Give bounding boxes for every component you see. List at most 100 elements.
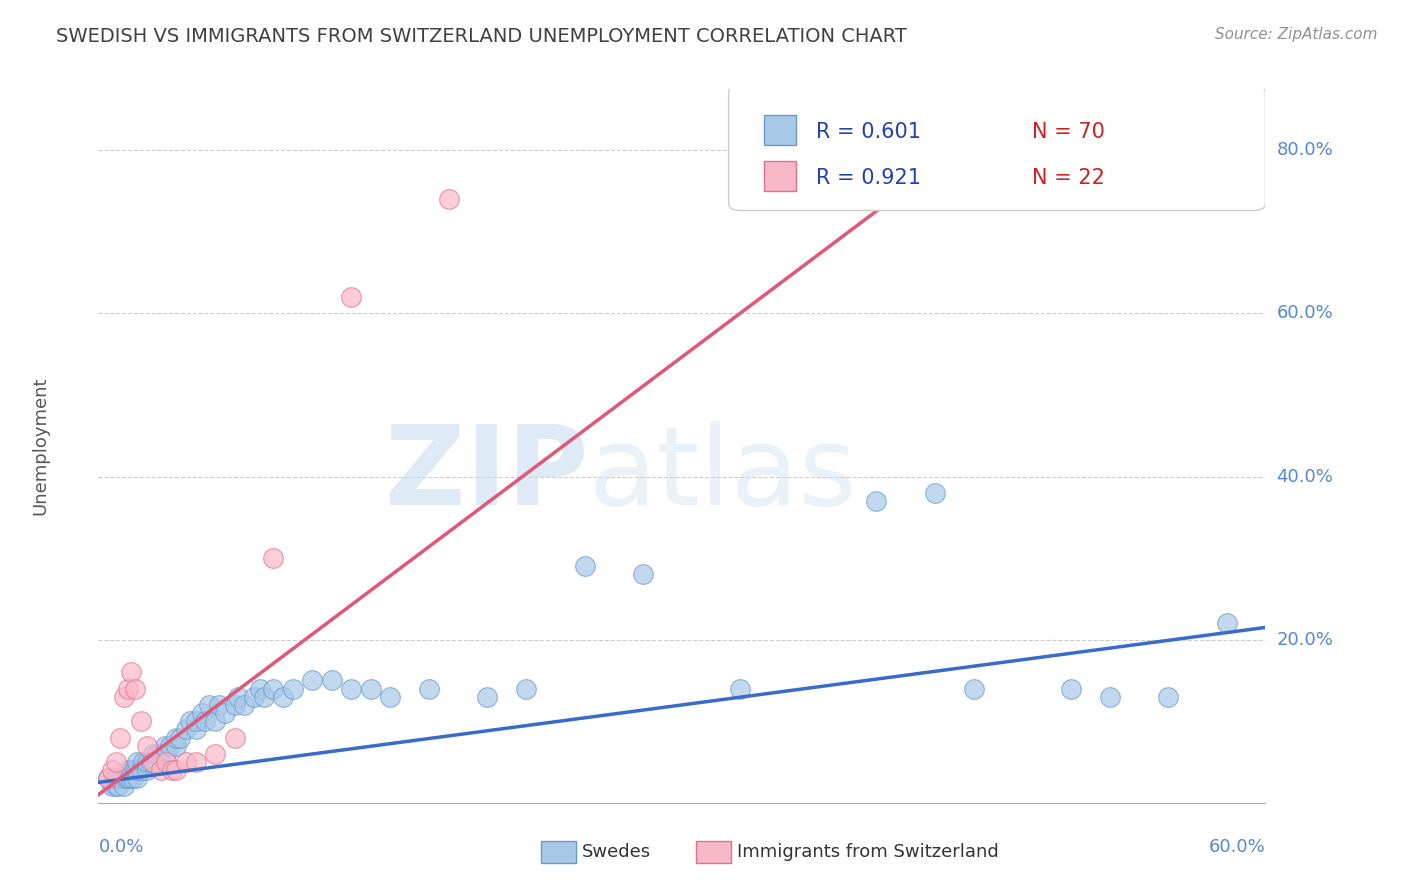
Text: 60.0%: 60.0% bbox=[1277, 304, 1333, 323]
Point bbox=[104, 755, 127, 769]
Point bbox=[155, 747, 177, 761]
Point bbox=[340, 681, 363, 696]
Point bbox=[121, 665, 143, 680]
Point bbox=[204, 714, 226, 729]
Point bbox=[146, 755, 169, 769]
Point bbox=[730, 681, 752, 696]
Point bbox=[97, 772, 120, 786]
Point bbox=[1060, 681, 1083, 696]
Point bbox=[127, 772, 149, 786]
Point bbox=[124, 681, 146, 696]
Point bbox=[174, 723, 197, 737]
Point bbox=[865, 494, 887, 508]
Point bbox=[149, 763, 172, 777]
Point bbox=[253, 690, 276, 704]
Text: 0.0%: 0.0% bbox=[98, 838, 143, 855]
Point bbox=[184, 755, 207, 769]
Point bbox=[418, 681, 440, 696]
Point bbox=[112, 780, 135, 794]
Point bbox=[962, 681, 984, 696]
Text: R = 0.921: R = 0.921 bbox=[815, 169, 921, 188]
Point bbox=[190, 706, 212, 720]
Point bbox=[477, 690, 499, 704]
Point bbox=[104, 780, 127, 794]
Point bbox=[149, 747, 172, 761]
Text: 40.0%: 40.0% bbox=[1277, 467, 1333, 485]
Point bbox=[127, 755, 149, 769]
Point bbox=[132, 755, 155, 769]
FancyBboxPatch shape bbox=[728, 86, 1265, 211]
Point bbox=[271, 690, 294, 704]
Point bbox=[437, 192, 460, 206]
Text: atlas: atlas bbox=[589, 421, 858, 528]
Point bbox=[301, 673, 323, 688]
Text: 80.0%: 80.0% bbox=[1277, 141, 1333, 160]
Point bbox=[321, 673, 343, 688]
Point bbox=[208, 698, 231, 712]
Point bbox=[380, 690, 402, 704]
Text: N = 70: N = 70 bbox=[1032, 122, 1105, 142]
Point bbox=[117, 763, 139, 777]
Point bbox=[101, 763, 124, 777]
Point bbox=[179, 714, 201, 729]
Text: ZIP: ZIP bbox=[385, 421, 589, 528]
Point bbox=[924, 486, 946, 500]
Point bbox=[142, 747, 165, 761]
Point bbox=[249, 681, 271, 696]
Point bbox=[631, 567, 654, 582]
Point bbox=[198, 698, 221, 712]
Point bbox=[165, 763, 187, 777]
Point bbox=[360, 681, 382, 696]
Point bbox=[162, 763, 184, 777]
Point bbox=[129, 714, 152, 729]
Point bbox=[214, 706, 236, 720]
Point bbox=[136, 763, 159, 777]
Point bbox=[165, 731, 187, 745]
Point bbox=[165, 739, 187, 753]
FancyBboxPatch shape bbox=[763, 161, 796, 191]
Point bbox=[204, 747, 226, 761]
Point bbox=[243, 690, 266, 704]
Point bbox=[184, 723, 207, 737]
Point bbox=[117, 772, 139, 786]
Point bbox=[224, 731, 246, 745]
Point bbox=[129, 763, 152, 777]
Point bbox=[124, 763, 146, 777]
Point bbox=[340, 290, 363, 304]
Point bbox=[1215, 616, 1237, 631]
Point bbox=[184, 714, 207, 729]
Point bbox=[111, 772, 134, 786]
Point bbox=[101, 780, 124, 794]
Point bbox=[103, 772, 125, 786]
Point bbox=[97, 772, 120, 786]
FancyBboxPatch shape bbox=[763, 115, 796, 145]
Point bbox=[262, 681, 284, 696]
Point bbox=[174, 755, 197, 769]
Text: Unemployment: Unemployment bbox=[31, 376, 49, 516]
Text: SWEDISH VS IMMIGRANTS FROM SWITZERLAND UNEMPLOYMENT CORRELATION CHART: SWEDISH VS IMMIGRANTS FROM SWITZERLAND U… bbox=[56, 27, 907, 45]
Point bbox=[194, 714, 217, 729]
Text: Immigrants from Switzerland: Immigrants from Switzerland bbox=[737, 843, 998, 861]
Point bbox=[574, 559, 596, 574]
Point bbox=[281, 681, 304, 696]
Point bbox=[1157, 690, 1180, 704]
Text: N = 22: N = 22 bbox=[1032, 169, 1105, 188]
Point bbox=[224, 698, 246, 712]
Point bbox=[155, 755, 177, 769]
Point bbox=[107, 772, 129, 786]
Point bbox=[159, 739, 181, 753]
Text: Swedes: Swedes bbox=[582, 843, 651, 861]
Text: 20.0%: 20.0% bbox=[1277, 631, 1333, 648]
Point bbox=[122, 772, 145, 786]
Point bbox=[169, 731, 191, 745]
Point bbox=[117, 681, 139, 696]
Point bbox=[262, 551, 284, 566]
Text: Source: ZipAtlas.com: Source: ZipAtlas.com bbox=[1215, 27, 1378, 42]
Point bbox=[118, 772, 141, 786]
Point bbox=[153, 739, 176, 753]
Point bbox=[112, 690, 135, 704]
Point bbox=[228, 690, 250, 704]
Point bbox=[107, 780, 129, 794]
Point bbox=[114, 772, 136, 786]
Text: R = 0.601: R = 0.601 bbox=[815, 122, 921, 142]
